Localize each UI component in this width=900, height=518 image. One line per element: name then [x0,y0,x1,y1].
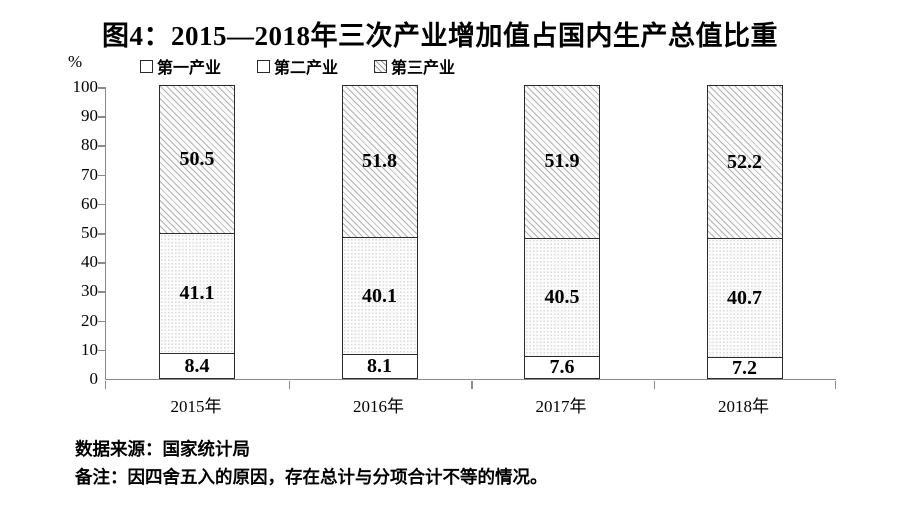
x-axis-label-2016: 2016年 [353,397,404,416]
segment-secondary-2017: 40.5 [525,237,599,356]
plot-area: 50.5 41.1 8.4 51.8 40.1 8.1 51.9 40.5 7.… [98,85,836,389]
value-label: 40.7 [727,286,762,309]
segment-tertiary-2017: 51.9 [525,86,599,238]
value-label: 41.1 [179,282,215,305]
value-label: 8.1 [367,355,392,378]
bar-2015: 50.5 41.1 8.4 [159,85,235,379]
legend-label-tertiary: 第三产业 [391,60,456,77]
y-tick-label: 60 [81,193,98,213]
y-tick-mark [98,203,105,206]
segment-secondary-2018: 40.7 [707,238,782,357]
legend-swatch-secondary-icon [257,59,271,73]
y-tick-mark [98,320,105,323]
x-axis-label-2018: 2018年 [718,397,769,416]
legend-label-secondary: 第二产业 [274,60,339,77]
y-tick-label: 20 [81,310,98,330]
y-tick-mark [98,233,105,235]
y-tick-mark [98,87,105,89]
segment-primary-2017: 7.6 [525,355,599,378]
value-label: 8.4 [184,354,210,377]
bar-2017: 51.9 40.5 7.6 [524,85,600,379]
value-label: 7.2 [732,356,757,379]
x-tick-mark [834,380,836,389]
x-tick-mark [653,380,655,389]
segment-tertiary-2015: 50.5 [160,86,234,234]
y-tick-label: 70 [81,164,98,184]
y-tick-label: 50 [81,223,98,242]
y-tick-label: 40 [81,252,98,272]
y-tick-label: 80 [81,135,98,155]
value-label: 40.5 [544,285,580,308]
legend-item-tertiary: 第三产业 [374,54,455,78]
x-tick-mark [104,380,106,389]
y-tick-mark [98,174,105,177]
x-tick-mark [471,380,473,389]
value-label: 52.2 [727,150,762,173]
y-tick-label: 90 [81,106,98,126]
data-source-note: 数据来源：国家统计局 [75,439,250,459]
segment-primary-2016: 8.1 [342,354,417,378]
x-axis-label-2017: 2017年 [535,397,587,416]
y-tick-mark [98,116,105,118]
legend-swatch-primary-icon [140,59,153,73]
y-tick-mark [98,291,105,293]
y-tick-mark [98,145,105,147]
legend-label-primary: 第一产业 [157,60,222,77]
value-label: 51.9 [544,150,580,173]
bar-2016: 51.8 40.1 8.1 [341,85,418,379]
segment-tertiary-2018: 52.2 [707,86,782,239]
bar-2018: 52.2 40.7 7.2 [706,85,783,379]
segment-primary-2018: 7.2 [707,356,782,379]
y-tick-label: 10 [81,339,98,359]
y-tick-mark [98,349,105,352]
value-label: 50.5 [179,148,215,171]
segment-tertiary-2016: 51.8 [342,86,417,238]
y-tick-label: 100 [72,77,99,96]
legend-swatch-tertiary-icon [374,59,388,73]
y-axis-unit-label: % [68,52,83,71]
y-tick-label: 0 [89,369,99,388]
segment-secondary-2015: 41.1 [160,233,234,354]
y-axis-labels: 100 90 80 70 60 50 40 30 20 10 0 [38,78,99,388]
legend-item-primary: 第一产业 [140,54,221,78]
x-axis-label-2015: 2015年 [170,397,222,416]
value-label: 51.8 [362,150,397,173]
value-label: 7.6 [549,355,575,378]
value-label: 40.1 [362,284,397,307]
segment-secondary-2016: 40.1 [342,237,417,355]
x-tick-mark [288,380,290,389]
rounding-note: 备注：因四舍五入的原因，存在总计与分项合计不等的情况。 [75,467,548,487]
segment-primary-2015: 8.4 [160,353,234,378]
y-tick-label: 30 [81,281,98,301]
legend-item-secondary: 第二产业 [257,54,338,78]
y-tick-mark [98,262,105,264]
chart-title: 图4：2015—2018年三次产业增加值占国内生产总值比重 [102,21,778,51]
legend: 第一产业 第二产业 第三产业 [140,54,455,78]
